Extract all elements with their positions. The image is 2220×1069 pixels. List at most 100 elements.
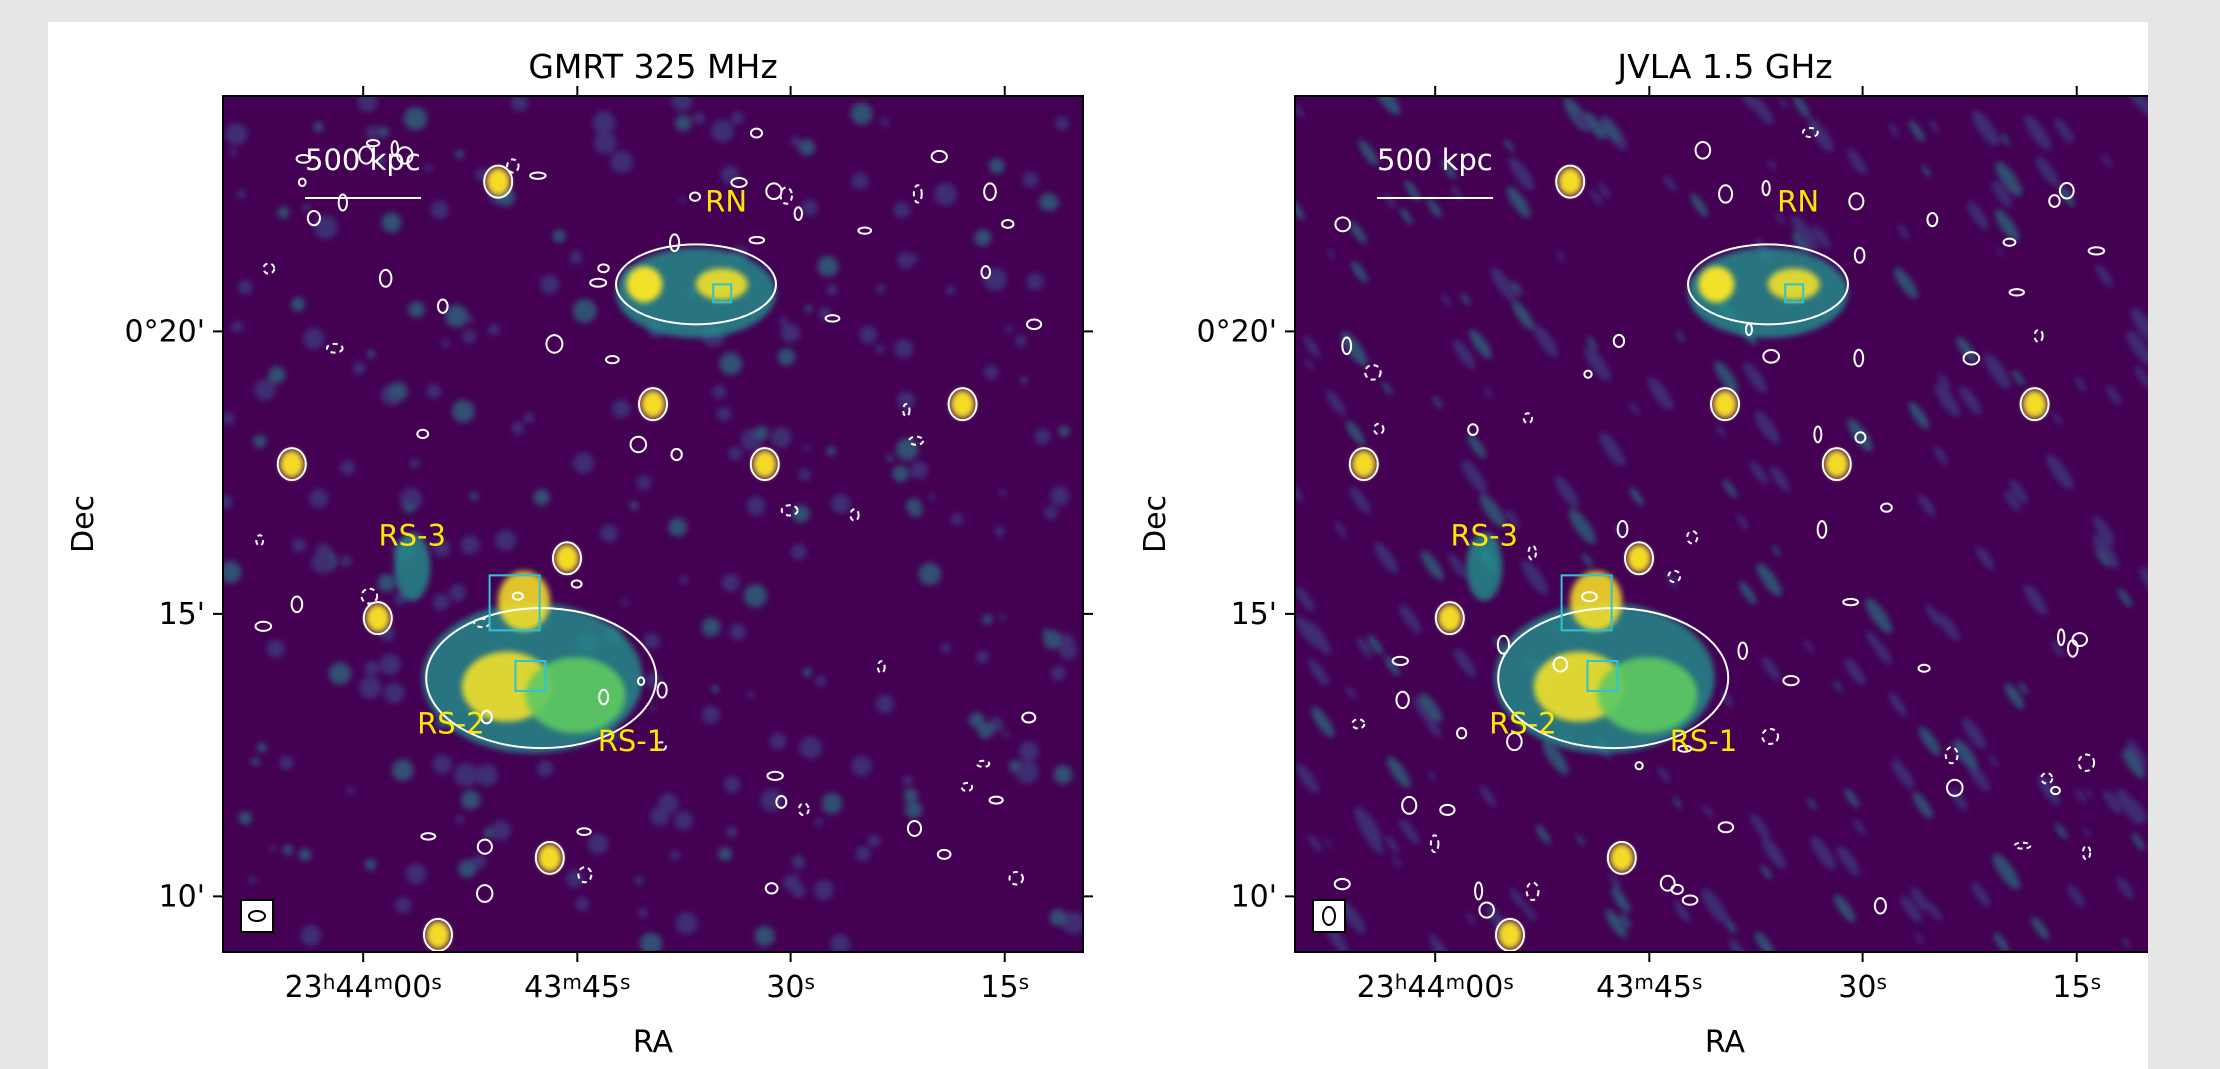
contour-line [1497, 607, 1730, 750]
noise-speck [302, 203, 311, 213]
noise-speck [470, 492, 479, 501]
noise-speck [1372, 96, 1399, 115]
panel-1: 500 kpc RN RS-3 RS-2 RS-1 GMRT 325 MHz RA Dec 23… [66, 47, 1093, 1060]
noise-speck [780, 323, 801, 343]
noise-speck [236, 189, 247, 199]
noise-speck [1295, 103, 1305, 118]
noise-speck [1918, 726, 1941, 756]
noise-speck [2004, 682, 2025, 710]
noise-speck [1756, 563, 1782, 597]
noise-speck [1506, 186, 1531, 218]
noise-speck [1308, 834, 1322, 852]
noise-speck [357, 96, 378, 112]
noise-speck [444, 304, 468, 328]
noise-speck [1976, 546, 1995, 570]
noise-speck [896, 438, 919, 461]
noise-speck [1971, 882, 1991, 908]
noise-speck [1918, 493, 1936, 517]
noise-speck [1522, 903, 1537, 922]
noise-speck [1429, 934, 1450, 952]
noise-speck [1383, 192, 1396, 209]
noise-speck [2004, 490, 2021, 512]
noise-speck [711, 119, 734, 143]
noise-speck [976, 650, 989, 664]
noise-speck [1533, 324, 1559, 358]
contour-line [656, 681, 668, 699]
noise-speck [1022, 171, 1039, 188]
noise-speck [1504, 139, 1514, 153]
contour-line [749, 127, 764, 139]
contour-line [988, 795, 1004, 805]
contour-line [1677, 744, 1693, 753]
noise-speck [1453, 339, 1476, 369]
noise-speck [946, 285, 956, 295]
noise-speck [817, 255, 839, 277]
noise-speck [2096, 549, 2109, 567]
noise-speck [668, 517, 688, 537]
contour-line [1496, 634, 1510, 655]
noise-speck [405, 863, 427, 885]
contour-line [420, 832, 437, 841]
relic-rs3-emission [1466, 532, 1503, 601]
contour-line [748, 235, 766, 245]
noise-speck [1844, 658, 1866, 686]
region-label: RS-2 [1489, 707, 1556, 741]
noise-speck [1044, 506, 1058, 520]
x-tick-label: 23h44m00s [285, 970, 442, 1005]
noise-speck [674, 811, 694, 830]
noise-speck [225, 123, 248, 146]
contour-line [1616, 520, 1629, 539]
negative-contour [360, 587, 379, 605]
noise-speck [1453, 648, 1476, 678]
noise-speck [1581, 552, 1594, 568]
noise-speck [1441, 159, 1457, 180]
noise-speck [1933, 445, 1948, 465]
compact-source [1713, 390, 1737, 419]
contour-line [765, 182, 783, 201]
negative-contour [1527, 544, 1537, 561]
contour-line [552, 541, 582, 576]
noise-speck [729, 623, 746, 640]
noise-field [223, 96, 1083, 952]
contour-line [2066, 639, 2079, 658]
noise-speck [1629, 486, 1644, 507]
noise-speck [403, 106, 428, 131]
contour-line [2057, 628, 2066, 647]
contour-line [1710, 387, 1740, 422]
noise-speck [1426, 198, 1442, 218]
noise-speck [1722, 479, 1737, 498]
noise-speck [1702, 804, 1714, 819]
noise-speck [311, 551, 334, 574]
contour-line [476, 838, 493, 855]
region-label: RS-2 [417, 707, 484, 741]
relic-north-emission [616, 247, 776, 338]
noise-speck [1807, 797, 1817, 811]
contour-line [906, 819, 923, 837]
contour-line [1395, 690, 1410, 710]
noise-speck [747, 691, 754, 698]
contour-line [362, 601, 393, 636]
noise-speck [291, 297, 306, 312]
noise-speck [366, 125, 381, 140]
noise-speck [2046, 454, 2073, 490]
noise-speck [911, 254, 919, 262]
noise-speck [2122, 938, 2130, 948]
contour-line [1474, 881, 1484, 901]
noise-speck [1810, 836, 1836, 870]
noise-speck [1929, 119, 1940, 134]
noise-speck [254, 379, 276, 401]
noise-speck [719, 352, 743, 376]
noise-speck [540, 275, 560, 295]
contour-line [1718, 184, 1734, 204]
noise-speck [802, 667, 812, 677]
noise-speck [851, 755, 872, 776]
noise-speck [430, 200, 449, 219]
noise-speck [223, 561, 242, 584]
noise-speck [256, 742, 267, 753]
noise-speck [298, 848, 312, 861]
compact-source [2022, 390, 2047, 419]
contour-line [295, 153, 312, 164]
noise-speck [1866, 630, 1883, 653]
plot-frame [1294, 95, 2148, 953]
contour-line [1434, 601, 1465, 636]
